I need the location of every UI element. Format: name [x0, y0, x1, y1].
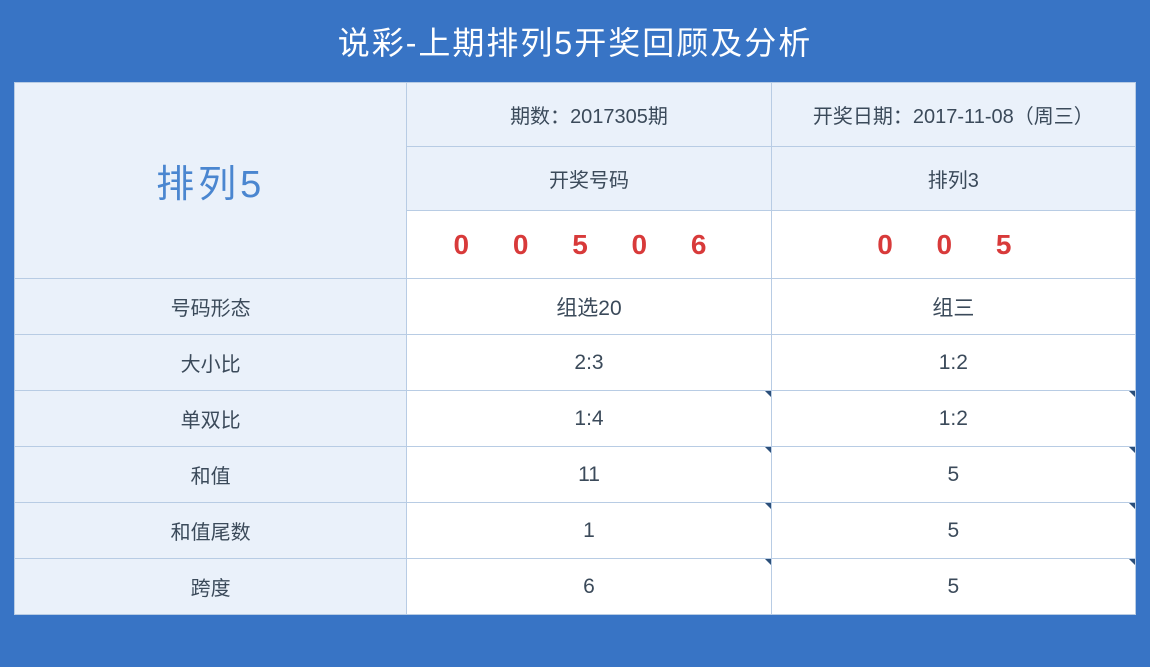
issue-cell: 期数：2017305期	[407, 83, 771, 147]
table-row: 跨度65	[15, 559, 1136, 615]
table-row: 大小比2:31:2	[15, 335, 1136, 391]
table-row: 和值115	[15, 447, 1136, 503]
p5-value: 1	[407, 503, 771, 559]
row-label: 大小比	[15, 335, 407, 391]
col3-header: 排列3	[771, 147, 1135, 211]
p3-value: 1:2	[771, 391, 1135, 447]
p5-value: 6	[407, 559, 771, 615]
info-row-1: 排列5 期数：2017305期 开奖日期：2017-11-08（周三）	[15, 83, 1136, 147]
date-label: 开奖日期：	[813, 106, 913, 128]
lottery-analysis-panel: 说彩-上期排列5开奖回顾及分析 排列5 期数：2017305期 开奖日期：201…	[0, 0, 1150, 667]
p3-value: 5	[771, 559, 1135, 615]
analysis-table: 排列5 期数：2017305期 开奖日期：2017-11-08（周三） 开奖号码…	[14, 82, 1136, 615]
table-row: 和值尾数15	[15, 503, 1136, 559]
p5-value: 组选20	[407, 279, 771, 335]
issue-value: 2017305期	[570, 106, 668, 128]
p5-numbers: 0 0 5 0 6	[407, 211, 771, 279]
row-label: 和值	[15, 447, 407, 503]
p5-value: 2:3	[407, 335, 771, 391]
p3-numbers: 0 0 5	[771, 211, 1135, 279]
p5-value: 11	[407, 447, 771, 503]
lottery-name-cell: 排列5	[15, 83, 407, 279]
p3-value: 1:2	[771, 335, 1135, 391]
panel-title: 说彩-上期排列5开奖回顾及分析	[0, 0, 1150, 82]
row-label: 号码形态	[15, 279, 407, 335]
date-cell: 开奖日期：2017-11-08（周三）	[771, 83, 1135, 147]
p5-value: 1:4	[407, 391, 771, 447]
row-label: 跨度	[15, 559, 407, 615]
table-row: 号码形态组选20组三	[15, 279, 1136, 335]
table-row: 单双比1:41:2	[15, 391, 1136, 447]
col2-header: 开奖号码	[407, 147, 771, 211]
table-wrapper: 排列5 期数：2017305期 开奖日期：2017-11-08（周三） 开奖号码…	[0, 82, 1150, 629]
p3-value: 5	[771, 503, 1135, 559]
p3-value: 组三	[771, 279, 1135, 335]
issue-label: 期数：	[510, 106, 570, 128]
row-label: 和值尾数	[15, 503, 407, 559]
p3-value: 5	[771, 447, 1135, 503]
date-value: 2017-11-08（周三）	[913, 106, 1094, 128]
row-label: 单双比	[15, 391, 407, 447]
